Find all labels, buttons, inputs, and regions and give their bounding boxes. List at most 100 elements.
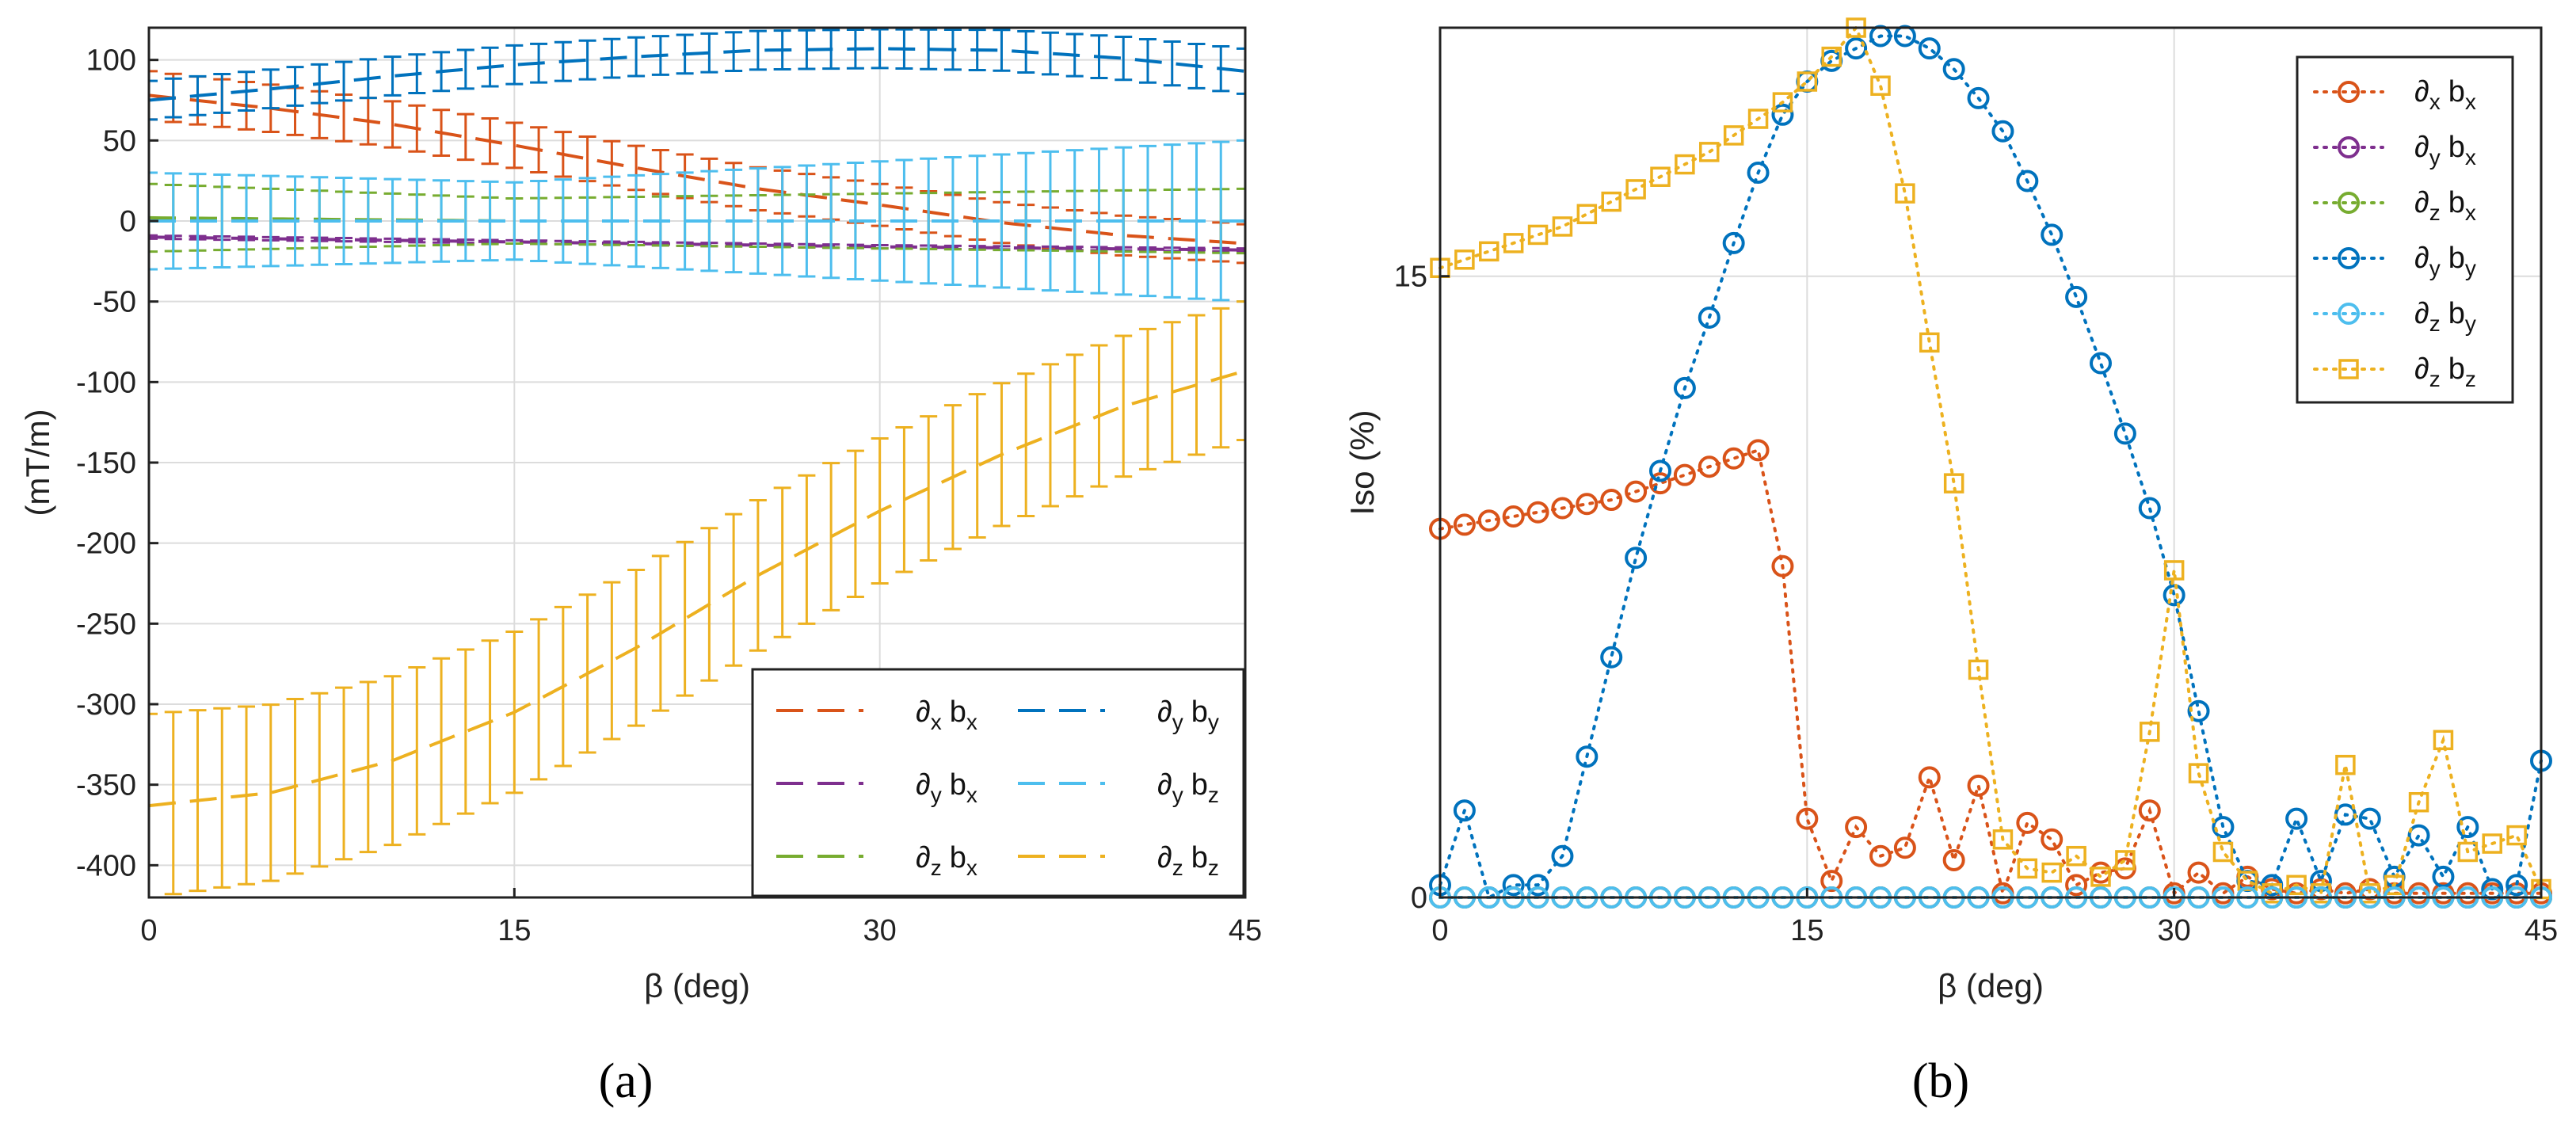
legend-marker — [2338, 247, 2360, 269]
legend-marker — [2338, 136, 2360, 158]
legend: ∂x bx ∂y by ∂y bx ∂y bz ∂z bx ∂z bz — [751, 668, 1245, 897]
data-point — [2138, 497, 2161, 520]
data-point — [2163, 584, 2185, 607]
x-axis-label: β (deg) — [644, 967, 750, 1004]
legend-label: ∂y bx — [2414, 131, 2476, 170]
data-point — [2066, 845, 2086, 867]
data-point — [1942, 848, 1965, 871]
data-point — [1673, 463, 1696, 486]
data-point — [1551, 844, 1574, 867]
chart-a: 0 15 30 45 100 50 0 -50 -100 -150 -200 -250 -300 -350… — [19, 26, 1262, 1004]
data-point — [1625, 480, 1648, 503]
data-point — [1722, 231, 1745, 254]
data-point — [2408, 791, 2429, 813]
legend-marker — [2338, 81, 2360, 103]
data-point — [1942, 58, 1965, 81]
data-point — [1479, 241, 1499, 262]
data-point — [1502, 874, 1525, 897]
chart-b: 0 15 30 45 0 15 β (deg) Iso (%) ∂x bx ∂y bx ∂z bx ∂y by… — [1343, 17, 2558, 1004]
data-point — [2358, 807, 2381, 830]
legend-label: ∂x bx — [2414, 75, 2476, 114]
legend-label: ∂z bx — [916, 841, 977, 880]
legend-label: ∂y bx — [916, 768, 977, 807]
mean-line — [149, 47, 1245, 102]
data-point — [2090, 352, 2112, 375]
data-point — [2237, 871, 2258, 891]
data-point — [2482, 833, 2502, 854]
data-point — [1601, 191, 1621, 212]
x-tick-label: 45 — [2525, 914, 2558, 947]
legend-label: ∂z bz — [2414, 352, 2476, 391]
mean-line — [149, 235, 1245, 252]
data-point — [1576, 493, 1599, 516]
data-point — [1576, 745, 1599, 768]
data-point — [1722, 447, 1745, 470]
y-tick-label: 15 — [1394, 261, 1427, 294]
y-tick-label: 50 — [103, 124, 136, 158]
data-point — [1992, 829, 2014, 850]
data-point — [1675, 154, 1695, 175]
data-point — [2016, 170, 2039, 192]
data-point — [2506, 874, 2528, 897]
data-point — [1968, 659, 1989, 680]
legend: ∂x bx ∂y bx ∂z bx ∂y by ∂z by ∂z bz — [2296, 55, 2514, 404]
data-point — [1576, 204, 1598, 225]
data-point — [1698, 455, 1721, 478]
data-point — [1821, 46, 1842, 67]
legend-box — [2296, 55, 2514, 404]
data-point — [2286, 874, 2307, 896]
data-point — [1967, 774, 1990, 797]
data-point — [2017, 858, 2038, 879]
y-tick-label: -200 — [76, 528, 136, 561]
y-tick-label: -300 — [76, 688, 136, 722]
data-point — [2187, 861, 2210, 884]
legend-label: ∂y by — [2414, 242, 2476, 280]
data-point — [1625, 179, 1646, 200]
data-point — [1699, 142, 1720, 162]
data-point — [2163, 560, 2185, 581]
data-point — [1649, 472, 1671, 495]
data-point — [1453, 799, 1476, 822]
y-tick-label: -150 — [76, 447, 136, 480]
data-point — [2187, 699, 2210, 722]
data-point — [1943, 473, 1964, 493]
y-tick-label: 100 — [86, 44, 136, 78]
data-point — [2041, 862, 2062, 883]
data-point — [1673, 376, 1696, 399]
legend-label: ∂x bx — [916, 695, 977, 734]
mean-line — [149, 93, 1245, 246]
data-point — [1600, 646, 1623, 669]
data-point — [2285, 807, 2308, 830]
x-axis-label: β (deg) — [1938, 967, 2044, 1004]
data-point — [1527, 224, 1549, 246]
series-dzbz — [1430, 17, 2551, 904]
data-point — [1893, 836, 1916, 859]
dotted-line — [1439, 25, 2543, 896]
data-point — [1895, 183, 1915, 204]
data-point — [1526, 874, 1549, 897]
legend-label: ∂z by — [2414, 297, 2476, 336]
series-dyby — [1429, 25, 2552, 909]
data-point — [1747, 439, 1770, 462]
data-point — [1477, 509, 1500, 532]
data-point — [2456, 816, 2479, 839]
data-point — [2212, 816, 2235, 839]
data-point — [2090, 867, 2111, 887]
y-tick-label: -100 — [76, 366, 136, 399]
data-point — [1650, 166, 1671, 187]
data-point — [1869, 844, 1892, 867]
y-tick-label: 0 — [120, 205, 136, 238]
legend-label: ∂y bz — [1157, 768, 1219, 807]
data-point — [1991, 120, 2014, 143]
data-point — [2481, 878, 2504, 901]
data-point — [2384, 874, 2405, 896]
x-tick-label: 45 — [1229, 914, 1262, 947]
series-dzbz — [149, 300, 1245, 897]
data-point — [1918, 766, 1941, 789]
data-point — [1771, 554, 1794, 577]
x-tick-label: 15 — [1790, 914, 1823, 947]
data-point — [1649, 459, 1671, 482]
data-point — [1552, 216, 1573, 237]
y-axis-label: (mT/m) — [19, 409, 56, 516]
data-point — [1772, 92, 1793, 112]
